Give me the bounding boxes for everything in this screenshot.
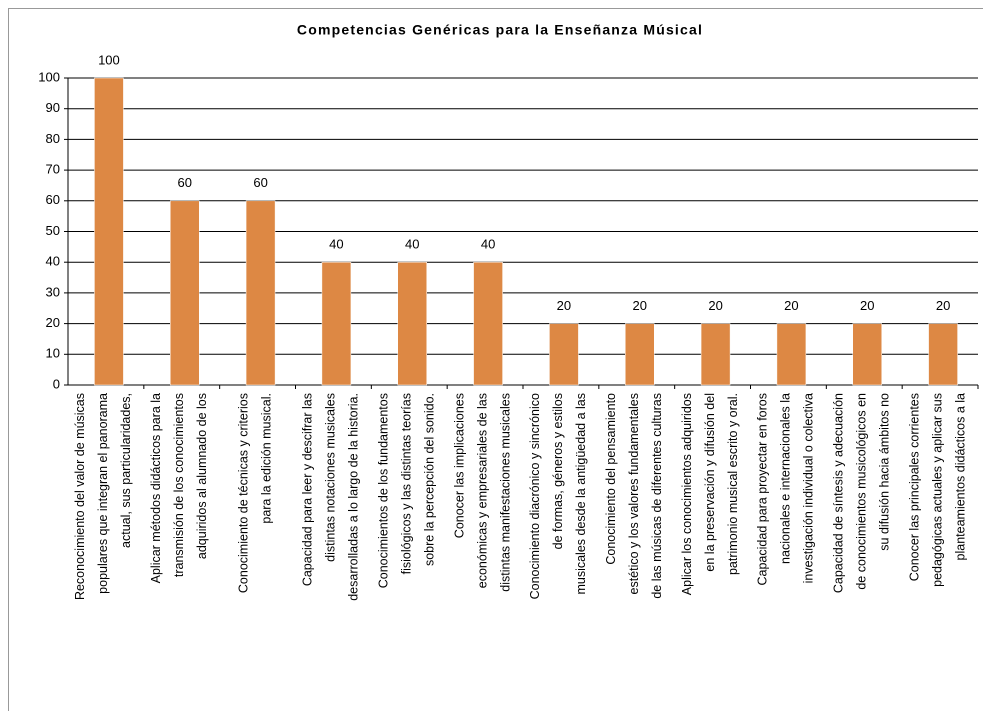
y-tick-label: 60	[46, 192, 60, 207]
value-label: 100	[98, 52, 120, 67]
y-tick-label: 10	[46, 346, 60, 361]
x-tick-label: estético y los valores fundamentales	[627, 393, 641, 595]
y-tick-label: 70	[46, 162, 60, 177]
x-tick-label: Conocimiento del pensamiento	[604, 393, 618, 565]
x-tick-label: Capacidad para proyectar en foros	[756, 393, 770, 585]
x-tick-label: Conocer las principales corrientes	[907, 393, 921, 581]
chart-title: Competencias Genéricas para la Enseñanza…	[297, 22, 703, 38]
x-tick-label: Conocimientos de los fundamentos	[377, 393, 391, 588]
x-tick-label: fisiológicos y las distintas teorías	[400, 393, 414, 574]
value-label: 20	[784, 298, 798, 313]
y-tick-label: 20	[46, 315, 60, 330]
x-tick-label: pedagógicas actuales y aplicar sus	[930, 393, 944, 587]
x-tick-label: sobre la percepción del sonido.	[423, 393, 437, 566]
x-tick-label: de conocimientos musicológicos en	[855, 393, 869, 590]
x-tick-label: investigación individual o colectiva	[802, 393, 816, 583]
x-tick-label: adquiridos al alumnado de los	[195, 393, 209, 559]
y-tick-label: 0	[53, 376, 60, 391]
x-tick-label: transmisión de los conocimientos	[172, 393, 186, 577]
value-label: 20	[557, 298, 571, 313]
x-tick-label: Capacidad para leer y descifrar las	[301, 393, 315, 586]
x-tick-label: actual, sus particularidades,	[119, 393, 133, 548]
bar	[170, 200, 200, 386]
x-tick-label: de formas, géneros y estilos	[551, 393, 565, 549]
x-tick-label: distintas manifestaciones musicales	[498, 393, 512, 592]
x-tick-label: Conocer las implicaciones	[452, 393, 466, 538]
x-tick-label: musicales desde la antigüedad a las	[574, 393, 588, 595]
x-tick-label: de las músicas de diferentes culturas	[650, 393, 664, 599]
value-label: 20	[633, 298, 647, 313]
bar	[245, 200, 276, 386]
x-tick-label: Aplicar los conocimientos adquiridos	[680, 393, 694, 595]
bar	[625, 323, 655, 386]
x-tick-label: Reconocimiento del valor de músicas	[73, 393, 87, 600]
x-tick-label: Aplicar métodos didácticos para la	[149, 393, 163, 583]
x-tick-label: populares que integran el panorama	[96, 393, 110, 594]
bar	[94, 77, 124, 386]
x-tick-label: Conocimiento de técnicas y criterios	[236, 393, 250, 593]
x-tick-label: distintas notaciones musicales	[324, 393, 338, 562]
value-label: 20	[936, 298, 950, 313]
y-tick-label: 30	[46, 284, 60, 299]
y-tick-label: 90	[46, 100, 60, 115]
bar	[473, 261, 503, 386]
bar	[549, 323, 579, 386]
x-tick-label: para la edición musical.	[259, 393, 273, 524]
y-tick-label: 50	[46, 223, 60, 238]
x-tick-label: su difusión hacia ámbitos no	[878, 393, 892, 551]
value-label: 60	[178, 175, 192, 190]
y-tick-label: 100	[38, 69, 60, 84]
value-label: 40	[405, 237, 419, 252]
x-tick-label: económicas y empresariales de las	[475, 393, 489, 588]
chart-border	[8, 8, 983, 711]
value-label: 20	[860, 298, 874, 313]
y-tick-label: 80	[46, 131, 60, 146]
value-label: 40	[329, 237, 343, 252]
value-label: 20	[708, 298, 722, 313]
x-tick-label: Conocimiento diacrónico y sincrónico	[528, 393, 542, 599]
bar	[776, 323, 807, 386]
bar	[700, 323, 731, 386]
value-label: 60	[253, 175, 267, 190]
bar	[852, 323, 882, 386]
x-tick-label: en la preservación y difusión del	[703, 393, 717, 572]
x-tick-label: Capacidad de síntesis y adecuación	[832, 393, 846, 593]
x-tick-label: desarrolladas a lo largo de la historia.	[347, 393, 361, 601]
value-label: 40	[481, 237, 495, 252]
x-tick-label: patrimonio musical escrito y oral.	[726, 393, 740, 575]
x-tick-label: planteamientos didácticos a la	[953, 393, 967, 561]
bar	[397, 261, 427, 386]
bar	[928, 323, 958, 386]
y-tick-label: 40	[46, 254, 60, 269]
x-tick-label: nacionales e internacionales la	[779, 393, 793, 564]
bar	[321, 261, 352, 386]
